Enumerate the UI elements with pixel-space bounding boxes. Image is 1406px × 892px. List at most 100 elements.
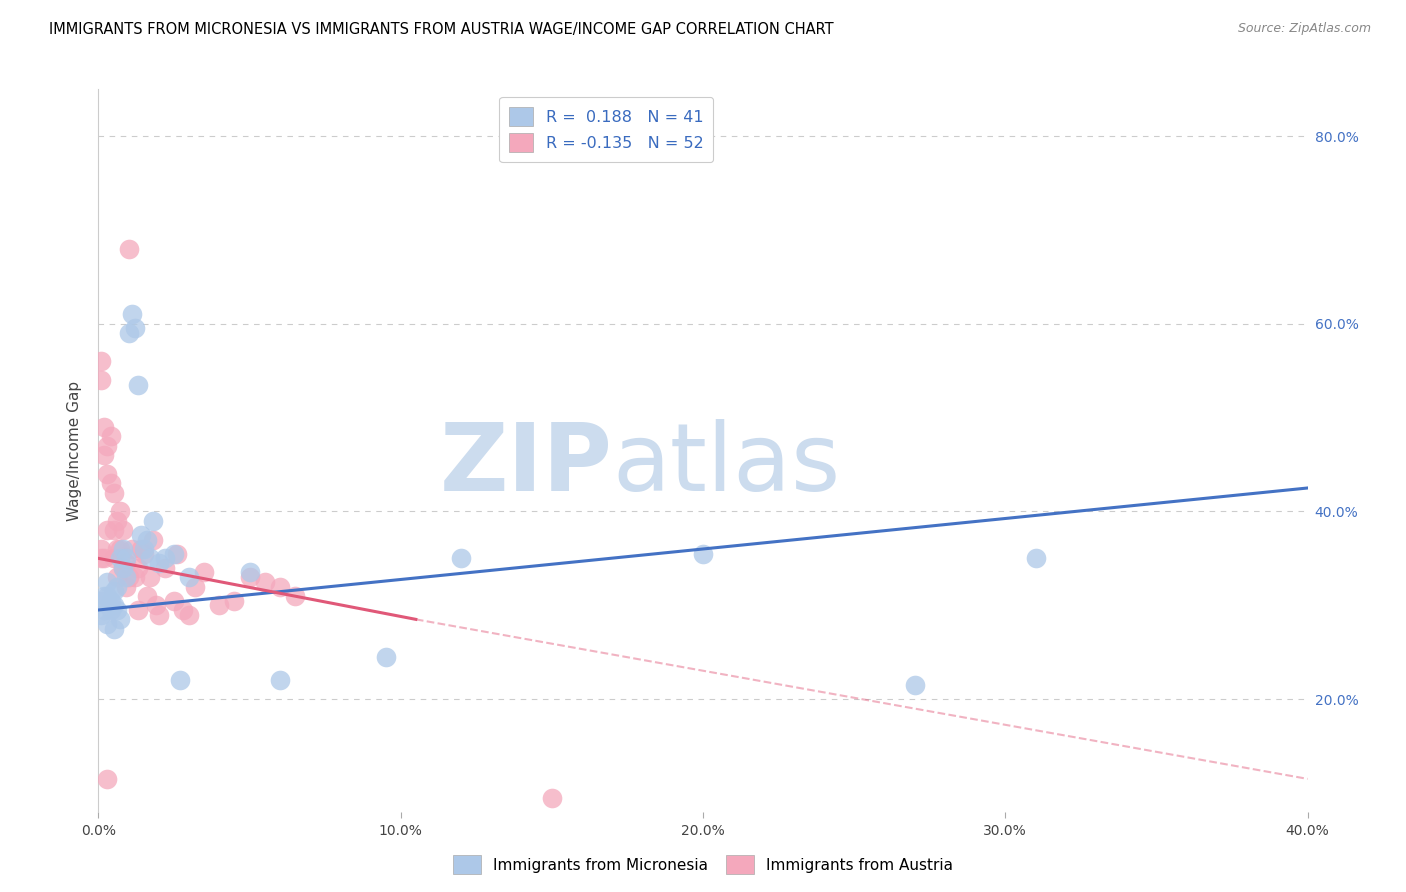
- Point: [111, 560, 134, 574]
- Point: [103, 551, 125, 566]
- Point: [118, 570, 141, 584]
- Point: [96, 467, 118, 481]
- Point: [135, 533, 157, 547]
- Point: [96, 523, 118, 537]
- Point: [96, 574, 118, 589]
- Point: [114, 556, 136, 570]
- Point: [127, 603, 149, 617]
- Point: [269, 673, 291, 688]
- Point: [108, 504, 131, 518]
- Point: [145, 599, 167, 613]
- Point: [90, 541, 112, 556]
- Point: [103, 599, 125, 613]
- Point: [121, 541, 143, 556]
- Point: [153, 560, 176, 574]
- Point: [93, 603, 115, 617]
- Point: [111, 560, 134, 574]
- Point: [139, 570, 162, 584]
- Point: [103, 523, 125, 537]
- Point: [93, 589, 115, 603]
- Point: [269, 580, 291, 594]
- Point: [904, 678, 927, 692]
- Point: [118, 326, 141, 341]
- Point: [540, 790, 562, 805]
- Point: [100, 593, 122, 607]
- Point: [129, 541, 152, 556]
- Point: [135, 589, 157, 603]
- Text: ZIP: ZIP: [440, 419, 613, 511]
- Point: [93, 420, 115, 434]
- Point: [153, 551, 176, 566]
- Point: [90, 551, 112, 566]
- Point: [103, 584, 125, 599]
- Point: [90, 607, 112, 622]
- Point: [90, 593, 112, 607]
- Point: [374, 649, 396, 664]
- Legend: Immigrants from Micronesia, Immigrants from Austria: Immigrants from Micronesia, Immigrants f…: [447, 849, 959, 880]
- Point: [93, 551, 115, 566]
- Point: [124, 321, 146, 335]
- Point: [96, 439, 118, 453]
- Point: [172, 603, 194, 617]
- Point: [450, 551, 472, 566]
- Point: [129, 528, 152, 542]
- Point: [103, 622, 125, 636]
- Point: [139, 551, 162, 566]
- Point: [96, 772, 118, 786]
- Point: [90, 354, 112, 368]
- Point: [132, 547, 155, 561]
- Point: [1024, 551, 1046, 566]
- Text: atlas: atlas: [613, 419, 841, 511]
- Point: [105, 580, 128, 594]
- Point: [105, 541, 128, 556]
- Point: [105, 603, 128, 617]
- Point: [121, 307, 143, 321]
- Point: [96, 589, 118, 603]
- Legend: R =  0.188   N = 41, R = -0.135   N = 52: R = 0.188 N = 41, R = -0.135 N = 52: [499, 97, 713, 161]
- Point: [208, 599, 231, 613]
- Point: [124, 570, 146, 584]
- Point: [148, 556, 170, 570]
- Point: [103, 485, 125, 500]
- Point: [118, 242, 141, 256]
- Point: [100, 429, 122, 443]
- Point: [166, 547, 188, 561]
- Point: [253, 574, 276, 589]
- Point: [239, 570, 262, 584]
- Point: [142, 514, 165, 528]
- Point: [148, 607, 170, 622]
- Point: [108, 541, 131, 556]
- Point: [114, 570, 136, 584]
- Point: [184, 580, 207, 594]
- Point: [193, 566, 215, 580]
- Point: [169, 673, 191, 688]
- Point: [108, 551, 131, 566]
- Text: Source: ZipAtlas.com: Source: ZipAtlas.com: [1237, 22, 1371, 36]
- Point: [111, 541, 134, 556]
- Point: [142, 533, 165, 547]
- Point: [90, 373, 112, 387]
- Point: [692, 547, 714, 561]
- Point: [100, 476, 122, 491]
- Point: [179, 607, 201, 622]
- Text: IMMIGRANTS FROM MICRONESIA VS IMMIGRANTS FROM AUSTRIA WAGE/INCOME GAP CORRELATIO: IMMIGRANTS FROM MICRONESIA VS IMMIGRANTS…: [49, 22, 834, 37]
- Point: [132, 541, 155, 556]
- Y-axis label: Wage/Income Gap: Wage/Income Gap: [67, 380, 83, 521]
- Point: [108, 612, 131, 626]
- Point: [163, 593, 186, 607]
- Point: [127, 560, 149, 574]
- Point: [224, 593, 246, 607]
- Point: [127, 377, 149, 392]
- Point: [114, 551, 136, 566]
- Point: [100, 603, 122, 617]
- Point: [114, 580, 136, 594]
- Point: [239, 566, 262, 580]
- Point: [96, 617, 118, 632]
- Point: [93, 448, 115, 462]
- Point: [105, 514, 128, 528]
- Point: [105, 570, 128, 584]
- Point: [179, 570, 201, 584]
- Point: [163, 547, 186, 561]
- Point: [111, 523, 134, 537]
- Point: [284, 589, 307, 603]
